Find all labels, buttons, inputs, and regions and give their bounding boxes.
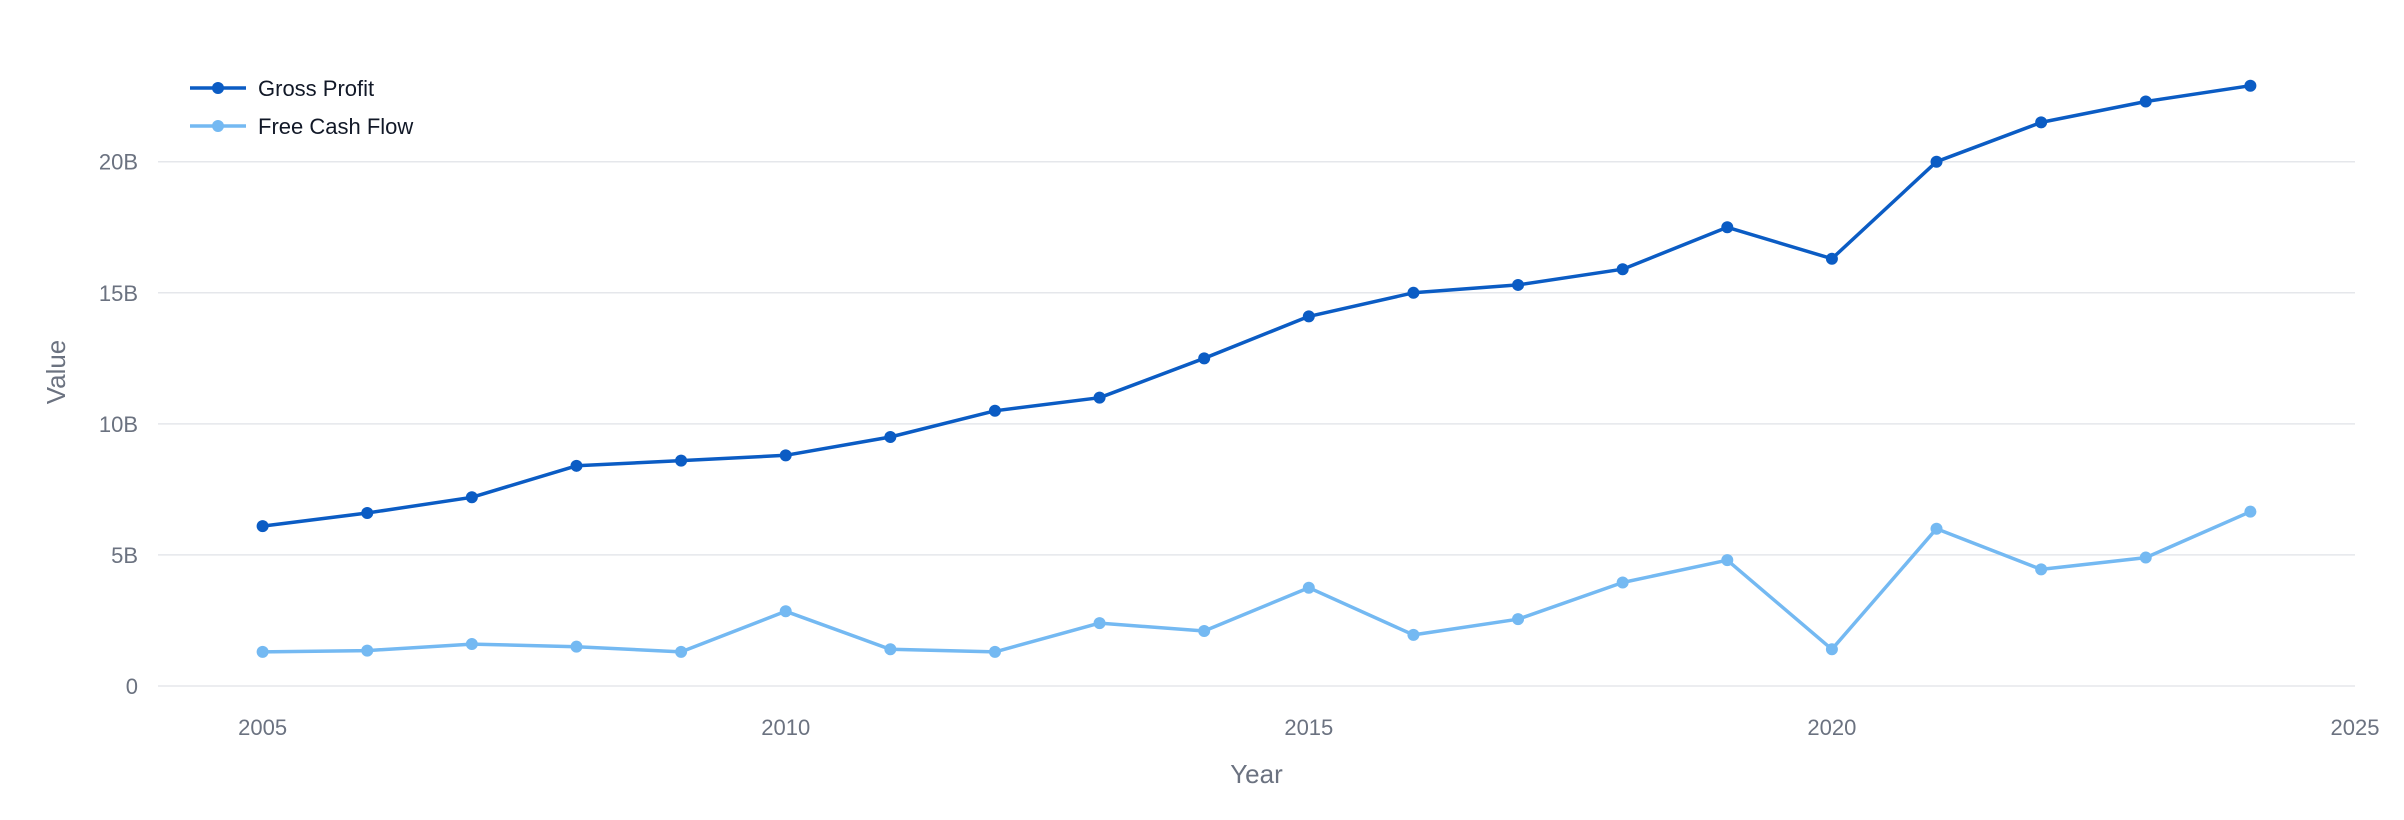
legend-marker	[212, 82, 224, 94]
y-axis-ticks: 0 5B 10B 15B 20B	[99, 150, 138, 699]
series-gross-profit	[256, 79, 2257, 533]
data-point[interactable]	[675, 645, 688, 658]
legend-item[interactable]: Gross Profit	[190, 76, 374, 101]
grid-lines	[158, 160, 2355, 687]
data-point[interactable]	[675, 454, 688, 467]
x-axis-ticks: 2005 2010 2015 2020 2025	[238, 715, 2379, 740]
data-point[interactable]	[988, 404, 1001, 417]
legend-label: Gross Profit	[258, 76, 374, 101]
series-layer	[256, 79, 2257, 658]
y-tick-label: 20B	[99, 150, 138, 175]
data-point[interactable]	[1721, 221, 1734, 234]
data-point[interactable]	[2139, 95, 2152, 108]
x-tick-label: 2010	[761, 715, 810, 740]
data-point[interactable]	[884, 430, 897, 443]
data-point[interactable]	[1721, 554, 1734, 567]
y-tick-label: 0	[126, 674, 138, 699]
y-tick-label: 5B	[111, 543, 138, 568]
x-tick-label: 2015	[1284, 715, 1333, 740]
data-point[interactable]	[1512, 613, 1525, 626]
legend: Gross Profit Free Cash Flow	[190, 76, 413, 139]
legend-item[interactable]: Free Cash Flow	[190, 114, 413, 139]
data-point[interactable]	[256, 645, 269, 658]
data-point[interactable]	[1512, 278, 1525, 291]
data-point[interactable]	[361, 506, 374, 519]
series-free-cash-flow	[256, 505, 2257, 658]
data-point[interactable]	[1093, 617, 1106, 630]
data-point[interactable]	[1302, 581, 1315, 594]
legend-marker	[212, 120, 224, 132]
data-point[interactable]	[570, 640, 583, 653]
data-point[interactable]	[779, 449, 792, 462]
y-tick-label: 10B	[99, 412, 138, 437]
x-tick-label: 2025	[2331, 715, 2380, 740]
data-point[interactable]	[1093, 391, 1106, 404]
data-point[interactable]	[1930, 155, 1943, 168]
data-point[interactable]	[1825, 643, 1838, 656]
data-point[interactable]	[988, 645, 1001, 658]
series-line	[260, 509, 2253, 654]
data-point[interactable]	[2035, 563, 2048, 576]
data-point[interactable]	[1407, 286, 1420, 299]
y-tick-label: 15B	[99, 281, 138, 306]
data-point[interactable]	[1198, 352, 1211, 365]
data-point[interactable]	[465, 491, 478, 504]
data-point[interactable]	[2139, 551, 2152, 564]
x-tick-label: 2020	[1807, 715, 1856, 740]
data-point[interactable]	[884, 643, 897, 656]
series-line	[260, 83, 2253, 528]
data-point[interactable]	[256, 520, 269, 533]
data-point[interactable]	[1302, 310, 1315, 323]
x-axis-title: Year	[1230, 759, 1283, 789]
data-point[interactable]	[2035, 116, 2048, 129]
data-point[interactable]	[361, 644, 374, 657]
data-point[interactable]	[1930, 522, 1943, 535]
data-point[interactable]	[1825, 252, 1838, 265]
data-point[interactable]	[1616, 263, 1629, 276]
data-point[interactable]	[465, 638, 478, 651]
data-point[interactable]	[779, 605, 792, 618]
data-point[interactable]	[570, 459, 583, 472]
legend-label: Free Cash Flow	[258, 114, 413, 139]
data-point[interactable]	[2244, 505, 2257, 518]
y-axis-title: Value	[41, 340, 71, 405]
data-point[interactable]	[1198, 624, 1211, 637]
data-point[interactable]	[2244, 79, 2257, 92]
data-point[interactable]	[1616, 576, 1629, 589]
data-point[interactable]	[1407, 628, 1420, 641]
x-tick-label: 2005	[238, 715, 287, 740]
